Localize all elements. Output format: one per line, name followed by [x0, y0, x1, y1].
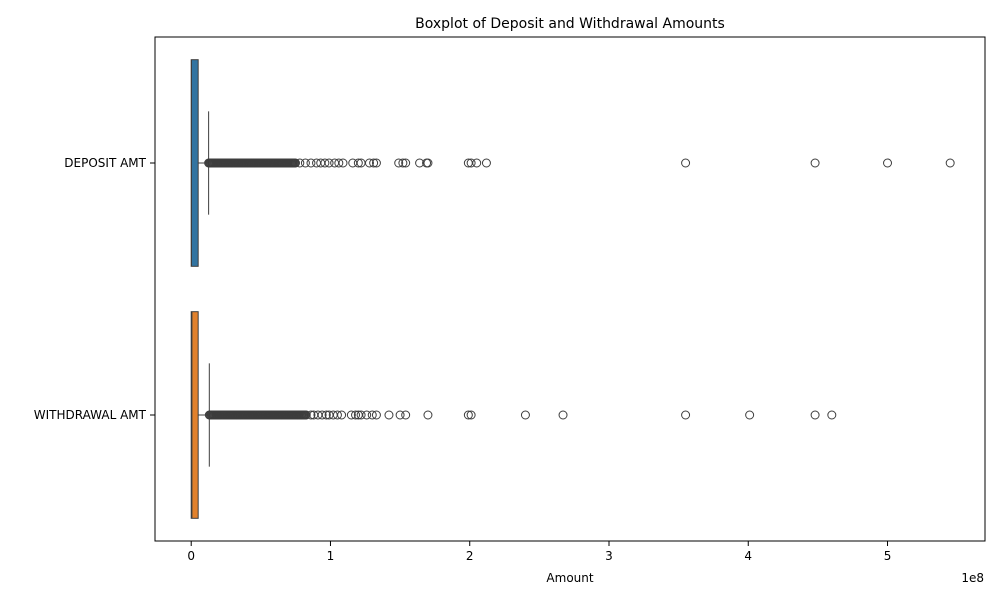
- outlier-point: [384, 410, 394, 420]
- outlier-point: [338, 158, 348, 168]
- outlier-point: [398, 158, 408, 168]
- outlier-point: [356, 410, 366, 420]
- outlier-point: [810, 410, 820, 420]
- plot-area: [190, 59, 955, 519]
- x-tick-label: 4: [744, 549, 752, 563]
- x-tick-label: 3: [605, 549, 613, 563]
- outlier-point: [401, 158, 411, 168]
- outlier-point: [810, 158, 820, 168]
- y-axis: DEPOSIT AMT WITHDRAWAL AMT: [34, 156, 155, 422]
- outlier-point: [463, 410, 473, 420]
- outlier-point: [520, 410, 530, 420]
- box: [190, 59, 199, 267]
- outlier-point: [401, 410, 411, 420]
- outlier-point: [827, 410, 837, 420]
- chart-title: Boxplot of Deposit and Withdrawal Amount…: [415, 16, 725, 32]
- outlier-point: [481, 158, 491, 168]
- outlier-point: [351, 410, 361, 420]
- outlier-point: [306, 410, 316, 420]
- outlier-point: [291, 158, 301, 168]
- outlier-point: [423, 410, 433, 420]
- outlier-point: [466, 410, 476, 420]
- outlier-point: [558, 410, 568, 420]
- outlier-point: [423, 158, 433, 168]
- outlier-point: [745, 410, 755, 420]
- outlier-point: [346, 410, 356, 420]
- outlier-point: [295, 158, 305, 168]
- series-withdrawal-amt: [190, 311, 837, 519]
- outlier-point: [300, 158, 310, 168]
- outlier-point: [466, 158, 476, 168]
- outlier-point: [353, 158, 363, 168]
- x-tick-label: 5: [884, 549, 892, 563]
- x-tick-label: 0: [187, 549, 195, 563]
- outlier-point: [337, 410, 347, 420]
- outlier-point: [945, 158, 955, 168]
- outlier-point: [472, 158, 482, 168]
- outlier-point: [321, 410, 331, 420]
- outlier-point: [681, 410, 691, 420]
- x-axis-offset-label: 1e8: [961, 571, 984, 585]
- outlier-point: [371, 158, 381, 168]
- outlier-point: [394, 158, 404, 168]
- x-tick-label: 1: [327, 549, 335, 563]
- outlier-point: [364, 158, 374, 168]
- series-deposit-amt: [190, 59, 955, 267]
- outlier-point: [371, 410, 381, 420]
- outlier-point: [332, 410, 342, 420]
- outlier-point: [362, 410, 372, 420]
- x-axis-label: Amount: [546, 571, 593, 585]
- outlier-point: [317, 410, 327, 420]
- outlier-point: [395, 410, 405, 420]
- outlier-point: [883, 158, 893, 168]
- outlier-point: [681, 158, 691, 168]
- outlier-point: [306, 158, 316, 168]
- outlier-point: [367, 410, 377, 420]
- outlier-point: [320, 158, 330, 168]
- outlier-point: [334, 158, 344, 168]
- x-axis: 0 1 2 3 4 5: [187, 541, 891, 563]
- y-tick-label: DEPOSIT AMT: [64, 156, 146, 170]
- outlier-point: [324, 158, 334, 168]
- y-tick-label: WITHDRAWAL AMT: [34, 408, 147, 422]
- plot-frame: [154, 36, 986, 542]
- x-tick-label: 2: [466, 549, 474, 563]
- outlier-point: [369, 158, 379, 168]
